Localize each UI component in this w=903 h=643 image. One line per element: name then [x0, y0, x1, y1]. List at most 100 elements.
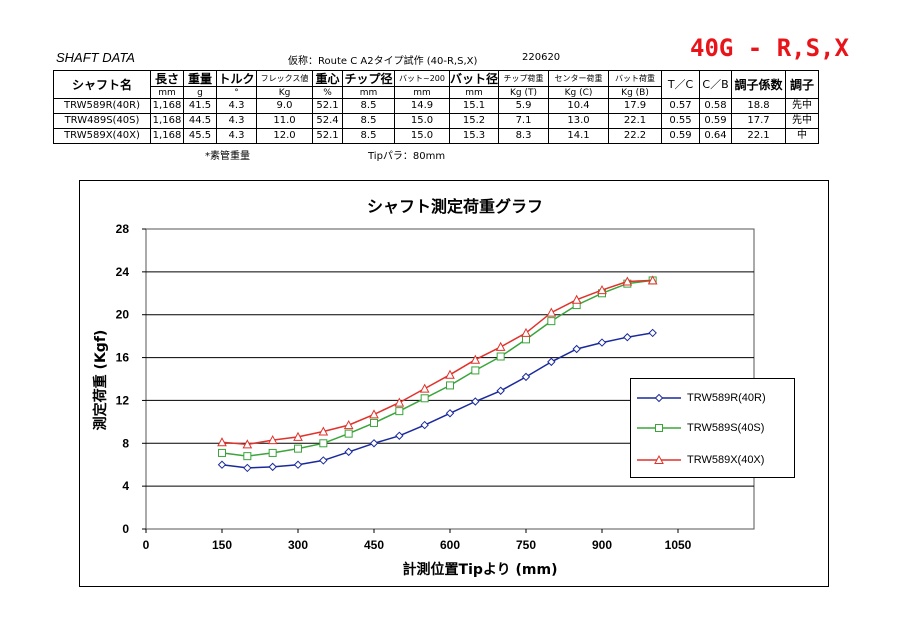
- data-point: [445, 409, 455, 418]
- y-tick-label: 12: [116, 393, 130, 407]
- data-point: [217, 460, 227, 469]
- legend-item: TRW589R(40R): [637, 389, 766, 407]
- tip-parallel-note: Tipパラ：80mm: [368, 151, 446, 162]
- table-cell: 0.59: [661, 128, 701, 144]
- data-point: [343, 420, 354, 430]
- data-point: [521, 327, 531, 337]
- data-point: [571, 294, 582, 304]
- legend-item: TRW589S(40S): [637, 419, 764, 437]
- data-point: [293, 460, 303, 469]
- data-point: [294, 444, 302, 453]
- data-point: [547, 357, 556, 367]
- x-tick-label: 0: [143, 538, 150, 552]
- data-point: [419, 383, 430, 393]
- data-point: [572, 344, 581, 354]
- data-point: [546, 307, 557, 317]
- data-point: [369, 409, 379, 419]
- shaft-spec-table: シャフト名 長さ 重量 トルク フレックス値 重心 チップ径 バット~200 バ…: [53, 70, 820, 144]
- data-point: [446, 381, 454, 390]
- data-point: [647, 275, 658, 285]
- header-cell: 調子: [785, 70, 820, 99]
- table-cell: 22.1: [731, 128, 787, 144]
- data-point: [268, 448, 277, 457]
- data-point: [217, 437, 227, 447]
- y-tick-label: 4: [122, 479, 129, 493]
- data-point: [319, 439, 328, 448]
- table-cell: 4.3: [216, 128, 257, 144]
- header-cell: チップ径: [342, 70, 395, 87]
- legend-label: TRW589R(40R): [687, 392, 766, 404]
- chart-legend: TRW589R(40R) TRW589S(40S) TRW589X(40X): [630, 378, 795, 478]
- series-line: [221, 332, 653, 469]
- table-cell: 15.3: [448, 128, 500, 144]
- data-point: [521, 372, 531, 382]
- table-cell: 15.0: [394, 128, 450, 144]
- table-row: TRW589X(40X) 1,168 45.5 4.3 12.0 52.1 8.…: [53, 128, 820, 144]
- legend-item: TRW589X(40X): [637, 451, 764, 469]
- table-cell: 12.0: [256, 128, 313, 144]
- series-line: [221, 279, 653, 446]
- table-cell: 中: [785, 128, 820, 144]
- header-cell: C／B: [699, 70, 733, 99]
- y-tick-label: 24: [116, 265, 130, 279]
- x-tick-label: 1050: [665, 538, 692, 552]
- x-tick-label: 450: [364, 538, 384, 552]
- data-point: [369, 439, 379, 448]
- header-cell: バット径: [448, 70, 500, 87]
- data-point: [471, 397, 480, 406]
- table-cell: 8.5: [342, 128, 395, 144]
- legend-label: TRW589S(40S): [687, 422, 765, 434]
- data-point: [597, 338, 607, 347]
- data-point: [395, 407, 404, 416]
- x-tick-label: 300: [288, 538, 308, 552]
- flex-label: 40G - R,S,X: [690, 34, 849, 62]
- data-point: [318, 426, 329, 436]
- data-point: [496, 386, 505, 395]
- data-point: [319, 456, 328, 465]
- y-tick-label: 28: [116, 222, 130, 236]
- data-point: [597, 285, 607, 295]
- sheet-title: SHAFT DATA: [56, 50, 135, 65]
- data-point: [344, 429, 353, 438]
- x-tick-label: 150: [212, 538, 232, 552]
- data-point: [242, 439, 253, 449]
- y-tick-label: 16: [116, 351, 130, 365]
- x-tick-label: 750: [516, 538, 536, 552]
- legend-swatch: [637, 393, 681, 403]
- header-cell: T／C: [661, 70, 701, 99]
- data-point: [648, 328, 657, 338]
- y-tick-label: 0: [122, 522, 129, 536]
- y-axis-label: 測定荷重 (Kgf): [92, 330, 109, 431]
- data-point: [344, 447, 353, 457]
- data-point: [622, 276, 633, 286]
- table-cell: TRW589X(40X): [53, 128, 151, 144]
- data-point: [420, 394, 429, 403]
- data-point: [496, 352, 505, 361]
- chart-title: シャフト測定荷重グラフ: [367, 197, 543, 216]
- data-point: [268, 462, 277, 472]
- data-point: [218, 448, 226, 457]
- weight-note: *素管重量: [205, 151, 250, 162]
- data-point: [471, 366, 480, 375]
- y-tick-label: 20: [116, 308, 130, 322]
- sheet-date: 220620: [522, 52, 561, 63]
- data-point: [243, 452, 252, 461]
- data-point: [470, 354, 481, 364]
- x-axis-label: 計測位置Tipより (mm): [403, 561, 558, 578]
- x-tick-label: 600: [440, 538, 460, 552]
- legend-swatch: [637, 454, 681, 464]
- data-point: [623, 333, 632, 342]
- data-point: [495, 341, 506, 351]
- data-point: [395, 431, 404, 440]
- unit-row: mm g ° Kg % mm mm mm Kg (T) Kg (C) Kg (B…: [54, 86, 819, 99]
- table-cell: 45.5: [183, 128, 217, 144]
- data-point: [267, 435, 278, 445]
- legend-swatch: [637, 424, 681, 432]
- data-point: [243, 463, 252, 473]
- header-cell: 長さ: [150, 70, 184, 87]
- data-point: [420, 420, 429, 430]
- sheet-subtitle: 仮称：Route C A2タイプ試作 (40-R,S,X): [288, 56, 478, 67]
- table-row: TRW589R(40R) 1,168 41.5 4.3 9.0 52.1 8.5…: [53, 98, 820, 114]
- data-point: [547, 317, 556, 326]
